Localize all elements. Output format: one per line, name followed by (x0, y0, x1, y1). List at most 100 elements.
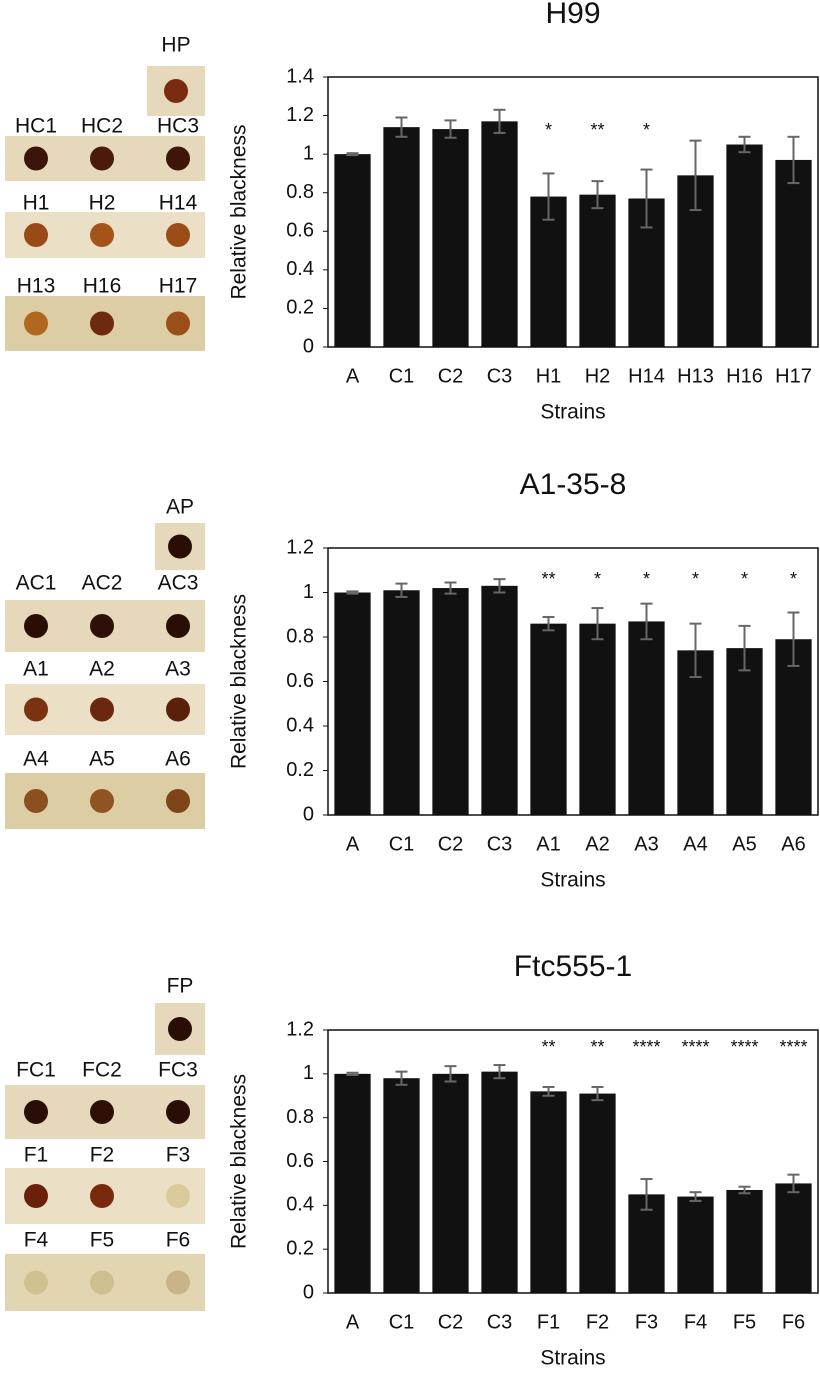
error-bar (346, 152, 359, 157)
y-tick-label: 0.4 (286, 258, 314, 280)
plate-label: FC2 (82, 1059, 122, 1082)
bar (432, 588, 469, 815)
x-tick-label: C3 (487, 1311, 513, 1333)
x-tick-label: C2 (438, 1311, 464, 1333)
plate-label: F5 (90, 1229, 115, 1252)
significance: **** (779, 1037, 807, 1057)
bar (628, 621, 665, 815)
bar (579, 1093, 616, 1293)
chart-title: A1-35-8 (520, 468, 627, 501)
plate-label: A2 (89, 658, 115, 681)
colony (90, 789, 114, 813)
significance: **** (632, 1037, 660, 1057)
colony (164, 79, 188, 103)
bar (530, 196, 567, 347)
bar (334, 1073, 371, 1293)
plate-label: F2 (90, 1144, 115, 1167)
plate-label: F1 (24, 1144, 49, 1167)
bar (775, 159, 812, 347)
plate-label: HC2 (81, 115, 123, 138)
plate-label: AC2 (82, 572, 123, 595)
x-tick-label: A1 (536, 833, 560, 855)
bar (726, 648, 763, 815)
y-tick-label: 1.2 (286, 104, 314, 126)
colony (24, 697, 48, 722)
y-tick-label: 1.4 (286, 65, 314, 87)
y-axis-label: Relative blackness (228, 1074, 251, 1249)
plate-label: AC1 (16, 572, 57, 595)
plate-label: HC3 (157, 115, 199, 138)
plate-label: H13 (17, 275, 56, 298)
x-tick-label: A5 (732, 833, 756, 855)
colony (90, 223, 114, 247)
bar (383, 127, 420, 348)
significance: ** (590, 120, 604, 140)
significance: * (692, 569, 699, 589)
plate-label: H14 (159, 192, 198, 215)
colony (166, 146, 190, 171)
x-tick-label: C2 (438, 365, 464, 387)
bar (334, 154, 371, 347)
colony (24, 1184, 48, 1208)
significance: * (643, 120, 650, 140)
error-bar (738, 624, 751, 672)
significance: * (594, 569, 601, 589)
plate-label: A5 (89, 748, 115, 771)
plate-label: A1 (23, 658, 49, 681)
error-bar (493, 578, 506, 594)
plate-label: F6 (166, 1229, 191, 1252)
plot-frame (327, 76, 819, 348)
error-bar (640, 1178, 653, 1211)
error-bar (640, 168, 653, 229)
plate-label: AP (166, 496, 194, 519)
bar (334, 592, 371, 815)
x-tick-label: F5 (733, 1311, 756, 1333)
x-tick-label: F6 (782, 1311, 805, 1333)
error-bar (738, 135, 751, 154)
y-tick-label: 0.4 (286, 1194, 314, 1216)
significance: * (643, 569, 650, 589)
y-tick-label: 1.2 (286, 536, 314, 558)
error-bar (591, 180, 604, 210)
plate-label: AC3 (158, 572, 199, 595)
x-tick-label: C1 (389, 365, 415, 387)
x-tick-label: A6 (781, 833, 805, 855)
x-tick-label: C2 (438, 833, 464, 855)
bar (530, 623, 567, 815)
bar (383, 590, 420, 815)
error-bar (493, 108, 506, 134)
plate-label: A3 (165, 658, 191, 681)
colony (90, 697, 114, 722)
error-bar (346, 1071, 359, 1076)
x-tick-label: C3 (487, 833, 513, 855)
error-bar (444, 1065, 457, 1083)
colony (90, 311, 114, 336)
plate-label: H16 (83, 275, 122, 298)
colony (166, 1184, 190, 1208)
bar (775, 1183, 812, 1293)
colony (168, 534, 192, 559)
plate-label: A4 (23, 748, 49, 771)
plate-label: F4 (24, 1229, 49, 1252)
y-tick-label: 0.2 (286, 1237, 314, 1259)
colony (166, 311, 190, 336)
colony (24, 311, 48, 336)
plate-label: H17 (159, 275, 198, 298)
colony (168, 1017, 192, 1041)
y-tick-label: 1 (303, 581, 314, 603)
y-tick-label: 0.6 (286, 220, 314, 242)
error-bar (738, 1185, 751, 1195)
bar (432, 129, 469, 347)
x-tick-label: F1 (537, 1311, 560, 1333)
bar (775, 639, 812, 815)
colony (166, 614, 190, 638)
x-tick-label: H16 (726, 365, 763, 387)
y-axis-label: Relative blackness (228, 124, 251, 299)
colony (24, 1100, 48, 1124)
plate-label: H1 (23, 192, 50, 215)
y-tick-label: 1 (303, 142, 314, 164)
y-tick-label: 0.6 (286, 1150, 314, 1172)
colony (90, 614, 114, 638)
significance: **** (730, 1037, 758, 1057)
error-bar (640, 602, 653, 641)
